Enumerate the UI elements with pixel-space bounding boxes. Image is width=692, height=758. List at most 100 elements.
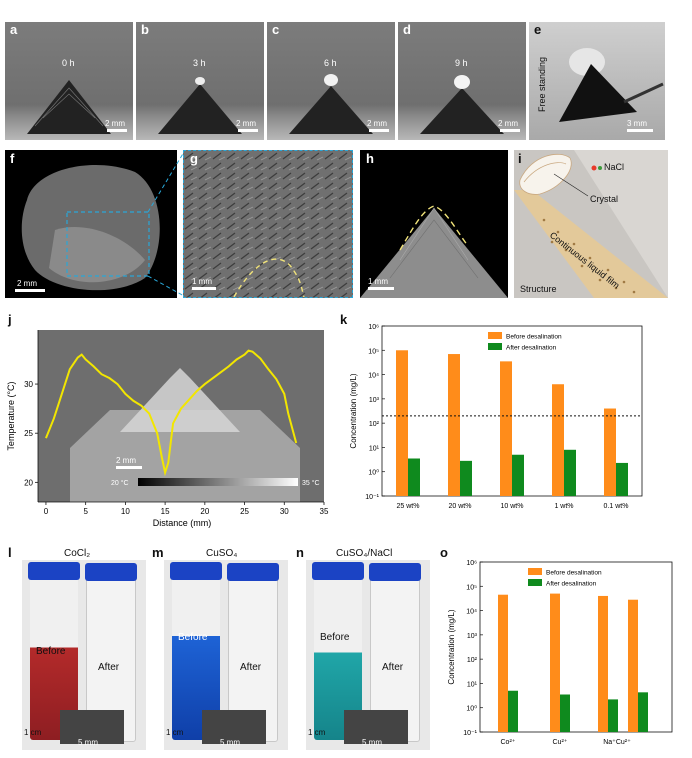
vial-after-m <box>227 563 279 742</box>
legend-swatch-k <box>488 332 502 339</box>
y-tick-label-k: 10⁰ <box>368 469 379 477</box>
concentration-chart-o: 10⁻¹ 10⁰ 10¹ 10² 10³ 10⁴ 10⁵ 10⁶ Concentration (… <box>447 560 673 746</box>
legend-label-k: After desalination <box>506 345 557 352</box>
panel-label-f: f <box>10 151 15 166</box>
panel-label-i: i <box>518 151 522 166</box>
panel-m: Before After 1 cm 5 mm <box>164 560 288 750</box>
scale-bar-h <box>368 287 394 290</box>
colorbar <box>138 478 298 486</box>
free-standing-label: Free standing <box>537 56 547 112</box>
scale-bar-c <box>369 129 389 132</box>
inset-l <box>60 710 124 744</box>
scale-mm-n: 5 mm <box>362 738 382 747</box>
scale-cm-n: 1 cm <box>308 728 326 737</box>
before-label-m: Before <box>178 632 208 643</box>
inset-m <box>202 710 266 744</box>
scale-text-g: 1 mm <box>192 277 212 286</box>
scale-bar-d <box>500 129 520 132</box>
colorbar-max: 35 °C <box>302 479 320 487</box>
scale-text-h: 1 mm <box>368 277 388 286</box>
cap-l-2 <box>85 563 137 581</box>
crystal-schematic <box>514 150 668 298</box>
y-axis-label-o: Concentration (mg/L) <box>447 609 456 684</box>
scale-text-d: 2 mm <box>498 119 518 128</box>
panel-label-l: l <box>8 545 12 560</box>
bar-before-k <box>604 408 616 496</box>
vial-before-n <box>312 562 364 740</box>
y-tick-label-k: 10⁴ <box>368 373 379 380</box>
bar-before-k <box>448 354 460 496</box>
scale-text-c: 2 mm <box>367 119 387 128</box>
time-label-c: 6 h <box>324 58 337 68</box>
scale-text-a: 2 mm <box>105 119 125 128</box>
y-tick-label-o: 10³ <box>467 633 478 640</box>
cap-n-1 <box>312 562 364 580</box>
cone-photo-c <box>289 74 373 134</box>
y-tick-label-k: 10⁵ <box>368 348 379 355</box>
panel-h: 1 mm <box>360 150 508 298</box>
legend-label-o: Before desalination <box>546 570 602 577</box>
scale-cm-l: 1 cm <box>24 728 42 737</box>
sem-cone-tip <box>360 205 508 298</box>
structure-label: Structure <box>520 284 557 294</box>
x-tick-label-j: 5 <box>83 507 88 516</box>
x-tick-label-k: 10 wt% <box>501 503 524 510</box>
temperature-curve <box>45 349 298 477</box>
colorbar-min: 20 °C <box>111 479 129 487</box>
cone-photo-b <box>158 77 242 134</box>
y-tick-label-j: 25 <box>24 429 33 438</box>
inset-n <box>344 710 408 744</box>
free-standing-cone-photo <box>559 48 664 122</box>
panel-label-o: o <box>440 545 448 560</box>
bar-after-o <box>560 694 570 732</box>
bar-after-o <box>508 690 518 732</box>
bar-before-k <box>552 384 564 496</box>
panel-g: 1 mm <box>183 150 353 298</box>
x-tick-label-j: 25 <box>240 507 249 516</box>
scale-bar-e <box>627 129 653 132</box>
sem-crystal-zoom <box>184 151 352 297</box>
panel-label-n: n <box>296 545 304 560</box>
panel-label-h: h <box>366 151 374 166</box>
bar-after-k <box>408 458 420 496</box>
panel-d: 9 h 2 mm <box>398 22 526 140</box>
scale-mm-l: 5 mm <box>78 738 98 747</box>
cap-l-1 <box>28 562 80 580</box>
panel-label-j: j <box>8 312 12 327</box>
x-tick-label-k: 25 wt% <box>397 503 420 510</box>
scale-bar-b <box>238 129 258 132</box>
legend-swatch-o <box>528 579 542 586</box>
panel-label-e: e <box>534 22 542 37</box>
thermal-profile-chart: 20 °C 35 °C 2 mm 0 5 10 15 20 25 30 35 20 25 30 Di… <box>6 330 329 528</box>
scale-bar-g <box>192 287 216 290</box>
x-tick-label-j: 35 <box>320 507 329 516</box>
cone-photo-d <box>420 75 504 134</box>
title-l: CoCl₂ <box>64 548 91 559</box>
y-tick-label-o: 10⁴ <box>466 609 477 616</box>
y-axis-label-k: Concentration (mg/L) <box>349 373 358 448</box>
bar-before-o <box>598 595 608 732</box>
concentration-chart-k: 10⁻¹ 10⁰ 10¹ 10² 10³ 10⁴ 10⁵ 10⁶ Concentration (… <box>349 324 643 510</box>
panel-b: 3 h 2 mm <box>136 22 264 140</box>
title-m: CuSO₄ <box>206 548 238 559</box>
legend-swatch-k <box>488 343 502 350</box>
y-tick-label-k: 10⁻¹ <box>365 494 379 501</box>
x-tick-label-j: 0 <box>44 507 49 516</box>
panel-l: Before After 1 cm 5 mm <box>22 560 146 750</box>
x-tick-label-j: 15 <box>161 507 170 516</box>
x-axis-label-j: Distance (mm) <box>153 518 212 528</box>
panel-label-a: a <box>10 22 18 37</box>
legend-swatch-o <box>528 568 542 575</box>
panel-c: 6 h 2 mm <box>267 22 395 140</box>
x-tick-label-k: 0.1 wt% <box>604 503 629 510</box>
scale-cm-m: 1 cm <box>166 728 184 737</box>
y-tick-label-k: 10³ <box>369 397 380 404</box>
cone-photo-a <box>27 80 111 134</box>
y-tick-label-o: 10⁰ <box>466 705 477 713</box>
scale-bar-f <box>15 289 45 292</box>
scale-text-e: 3 mm <box>627 119 647 128</box>
legend-label-o: After desalination <box>546 581 597 588</box>
y-tick-label-o: 10¹ <box>467 681 478 688</box>
panel-label-m: m <box>152 545 164 560</box>
legend-label-k: Before desalination <box>506 334 562 341</box>
